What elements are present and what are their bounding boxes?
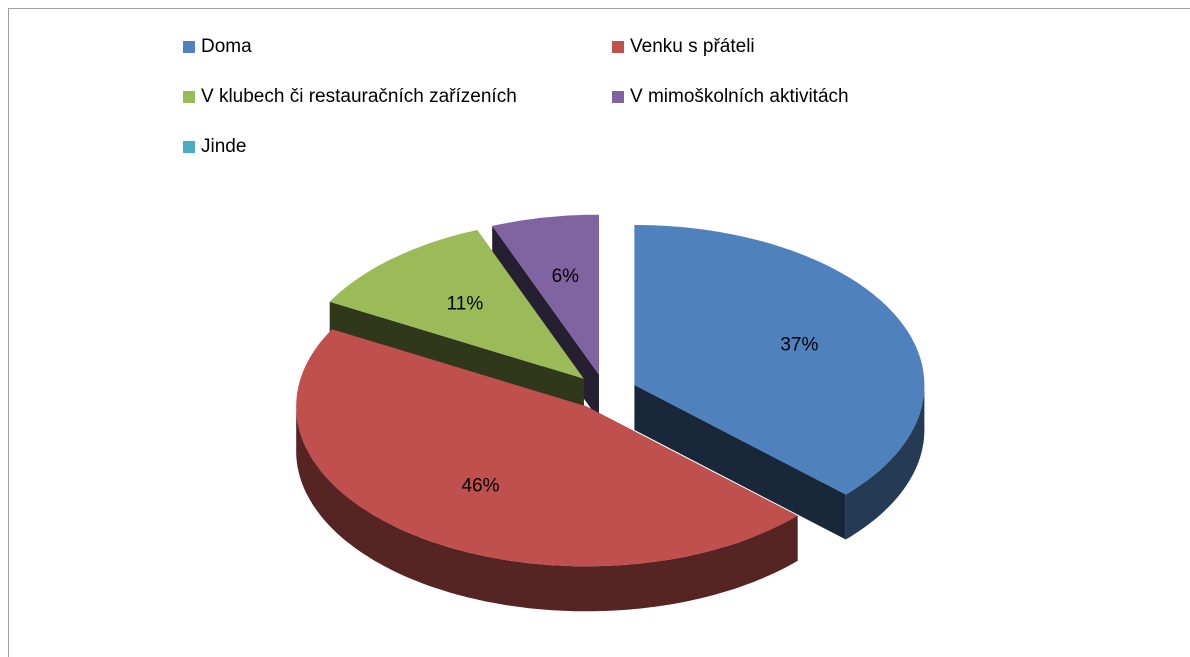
data-label: 46% xyxy=(461,476,499,497)
slice xyxy=(634,225,925,540)
slice-side xyxy=(296,406,798,612)
legend-swatch xyxy=(183,91,195,103)
legend-swatch xyxy=(612,91,624,103)
data-label: 6% xyxy=(552,266,580,287)
slice-top xyxy=(492,214,599,375)
legend-swatch xyxy=(183,141,195,153)
data-label: 11% xyxy=(447,293,484,314)
legend-label: Doma xyxy=(201,36,252,57)
slice-wall xyxy=(634,385,846,540)
legend-label: V mimoškolních aktivitách xyxy=(630,86,849,107)
data-label: 37% xyxy=(780,335,818,356)
slice-top xyxy=(634,225,925,495)
legend-label: Jinde xyxy=(201,136,246,157)
legend-swatch xyxy=(183,41,195,53)
slice xyxy=(296,329,798,612)
legend-label: Venku s přáteli xyxy=(630,36,755,57)
slice-top xyxy=(329,230,584,379)
slice-top xyxy=(296,329,798,567)
legend-label: V klubech či restauračních zařízeních xyxy=(201,86,517,107)
slice-side xyxy=(845,385,925,540)
legend-swatch xyxy=(612,41,624,53)
